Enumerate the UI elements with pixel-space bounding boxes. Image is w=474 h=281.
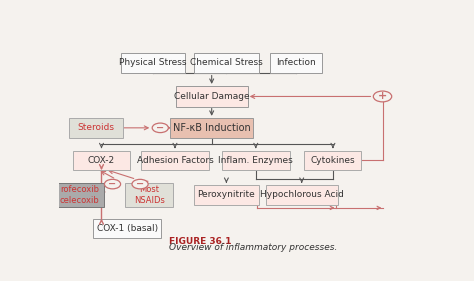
FancyBboxPatch shape — [170, 118, 253, 138]
Text: Adhesion Factors: Adhesion Factors — [137, 156, 213, 165]
Text: Chemical Stress: Chemical Stress — [190, 58, 263, 67]
Text: FIGURE 36.1: FIGURE 36.1 — [169, 237, 232, 246]
FancyBboxPatch shape — [69, 118, 123, 138]
FancyBboxPatch shape — [176, 86, 247, 107]
Text: −: − — [136, 179, 144, 189]
FancyBboxPatch shape — [222, 151, 290, 170]
Text: Inflam. Enzymes: Inflam. Enzymes — [219, 156, 293, 165]
FancyBboxPatch shape — [93, 219, 161, 238]
Text: Overview of inflammatory processes.: Overview of inflammatory processes. — [169, 243, 338, 252]
Text: NF-κB Induction: NF-κB Induction — [173, 123, 251, 133]
Text: Physical Stress: Physical Stress — [119, 58, 187, 67]
Text: Infection: Infection — [276, 58, 316, 67]
Circle shape — [152, 123, 168, 133]
FancyBboxPatch shape — [266, 185, 337, 205]
Circle shape — [374, 91, 392, 102]
FancyBboxPatch shape — [125, 183, 173, 207]
Text: rofecoxib
celecoxib: rofecoxib celecoxib — [60, 185, 100, 205]
FancyBboxPatch shape — [271, 53, 322, 73]
Text: Peroxynitrite: Peroxynitrite — [198, 191, 255, 200]
Text: Cytokines: Cytokines — [310, 156, 355, 165]
FancyBboxPatch shape — [304, 151, 361, 170]
Text: −: − — [156, 123, 164, 133]
FancyBboxPatch shape — [121, 53, 185, 73]
FancyBboxPatch shape — [55, 183, 104, 207]
Text: COX-1 (basal): COX-1 (basal) — [97, 224, 158, 233]
Text: +: + — [378, 92, 387, 101]
Text: Most
NSAIDs: Most NSAIDs — [134, 185, 164, 205]
Text: −: − — [109, 179, 117, 189]
Circle shape — [104, 179, 120, 189]
Circle shape — [132, 179, 148, 189]
Text: Cellular Damage: Cellular Damage — [174, 92, 249, 101]
FancyBboxPatch shape — [73, 151, 130, 170]
FancyBboxPatch shape — [194, 53, 258, 73]
Text: Hypochlorous Acid: Hypochlorous Acid — [260, 191, 344, 200]
FancyBboxPatch shape — [194, 185, 258, 205]
Text: Steroids: Steroids — [77, 123, 115, 132]
Text: COX-2: COX-2 — [88, 156, 115, 165]
FancyBboxPatch shape — [141, 151, 209, 170]
